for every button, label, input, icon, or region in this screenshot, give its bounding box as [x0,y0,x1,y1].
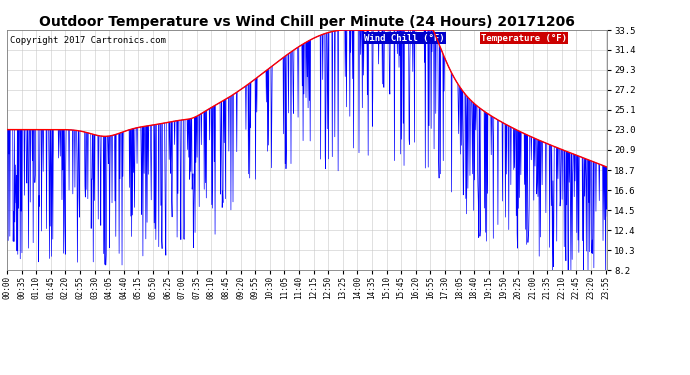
Text: Copyright 2017 Cartronics.com: Copyright 2017 Cartronics.com [10,36,166,45]
Title: Outdoor Temperature vs Wind Chill per Minute (24 Hours) 20171206: Outdoor Temperature vs Wind Chill per Mi… [39,15,575,29]
Text: Temperature (°F): Temperature (°F) [481,34,567,43]
Text: Wind Chill (°F): Wind Chill (°F) [364,34,444,43]
